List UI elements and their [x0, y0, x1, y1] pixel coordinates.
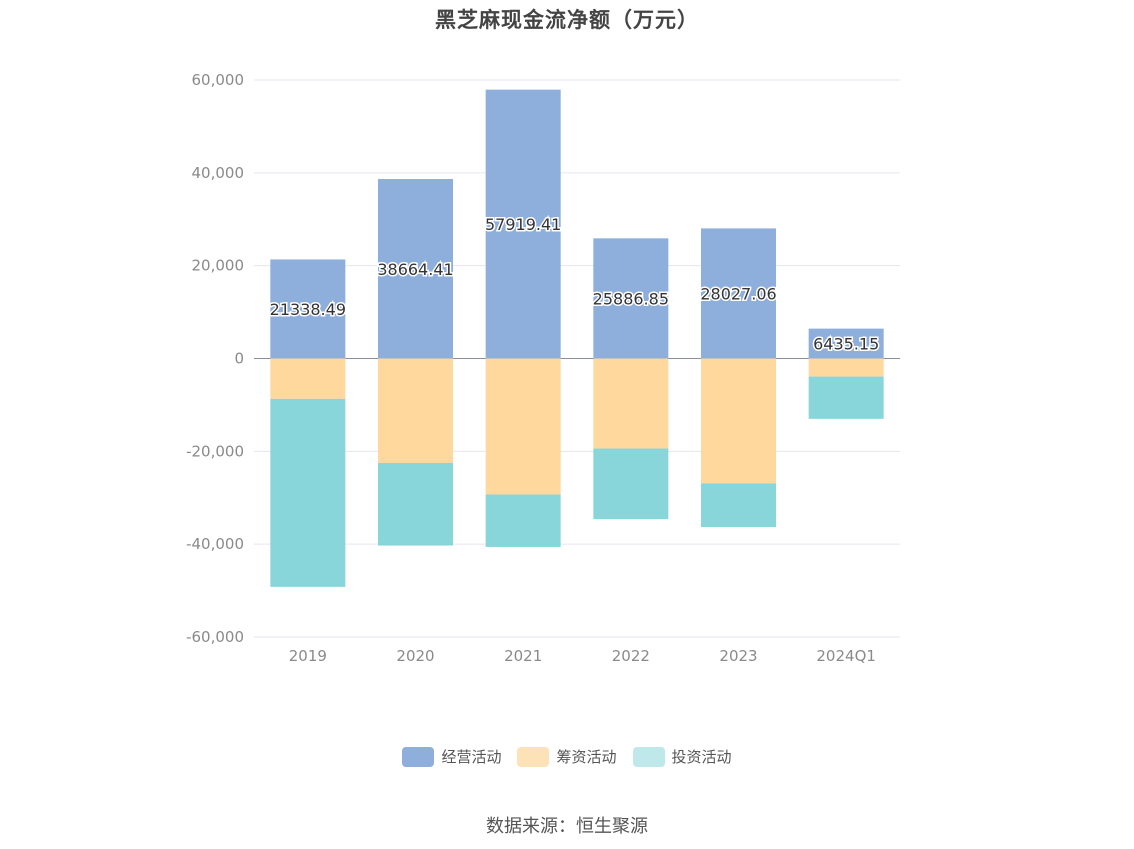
chart-plot: 60,000 40,000 20,000 0 -20,000 -40,000 -60,000…: [186, 71, 900, 665]
chart-title: 黑芝麻现金流净额（万元）: [435, 8, 699, 32]
bar-operating: [270, 259, 346, 359]
legend-item-investing[interactable]: 投资活动: [632, 746, 732, 767]
data-source-note: 数据来源：恒生聚源: [486, 816, 648, 837]
y-tick-label: -60,000: [186, 628, 244, 646]
bar-data-label: 25886.85: [593, 289, 669, 308]
legend-item-operating[interactable]: 经营活动: [402, 746, 501, 767]
legend-label-financing: 筹资活动: [556, 748, 617, 766]
y-tick-label: 0: [234, 350, 244, 368]
bar-financing: [701, 358, 776, 484]
x-tick-label: 2021: [504, 647, 542, 665]
bar-data-label: 57919.41: [485, 215, 561, 234]
bar-investing: [485, 494, 561, 547]
bar-financing: [485, 358, 561, 495]
legend-swatch-operating: [402, 746, 435, 767]
legend-swatch-financing: [517, 746, 550, 767]
bar-financing: [378, 358, 453, 463]
bar-data-label: 28027.06: [700, 284, 776, 303]
chart-legend: 经营活动 筹资活动 投资活动: [0, 746, 1134, 767]
x-tick-label: 2023: [719, 647, 757, 665]
y-tick-label: -20,000: [186, 442, 244, 460]
bar-operating: [485, 89, 561, 359]
bar-investing: [593, 448, 669, 520]
bar-data-label: 38664.41: [377, 260, 453, 279]
bar-investing: [270, 398, 346, 587]
legend-swatch-investing: [632, 746, 665, 767]
legend-item-financing[interactable]: 筹资活动: [517, 746, 617, 767]
bar-financing: [593, 358, 669, 449]
bar-financing: [808, 358, 884, 377]
bar-investing: [701, 483, 776, 527]
y-tick-label: -40,000: [186, 535, 244, 553]
x-tick-label: 2020: [396, 647, 434, 665]
legend-label-investing: 投资活动: [671, 748, 732, 766]
bar-data-label: 6435.15: [813, 335, 879, 354]
y-tick-label: 20,000: [192, 257, 245, 275]
y-tick-label: 40,000: [192, 164, 245, 182]
y-tick-label: 60,000: [192, 71, 245, 89]
bar-operating: [593, 238, 669, 359]
bar-financing: [270, 358, 346, 399]
bar-investing: [808, 376, 884, 419]
x-tick-label: 2022: [612, 647, 650, 665]
legend-label-operating: 经营活动: [441, 748, 502, 766]
x-tick-label: 2024Q1: [816, 647, 876, 665]
bar-investing: [378, 462, 453, 546]
bar-operating: [701, 228, 776, 359]
bar-operating: [808, 328, 884, 359]
x-tick-label: 2019: [289, 647, 327, 665]
bar-data-label: 21338.49: [270, 300, 346, 319]
bar-operating: [378, 179, 453, 359]
